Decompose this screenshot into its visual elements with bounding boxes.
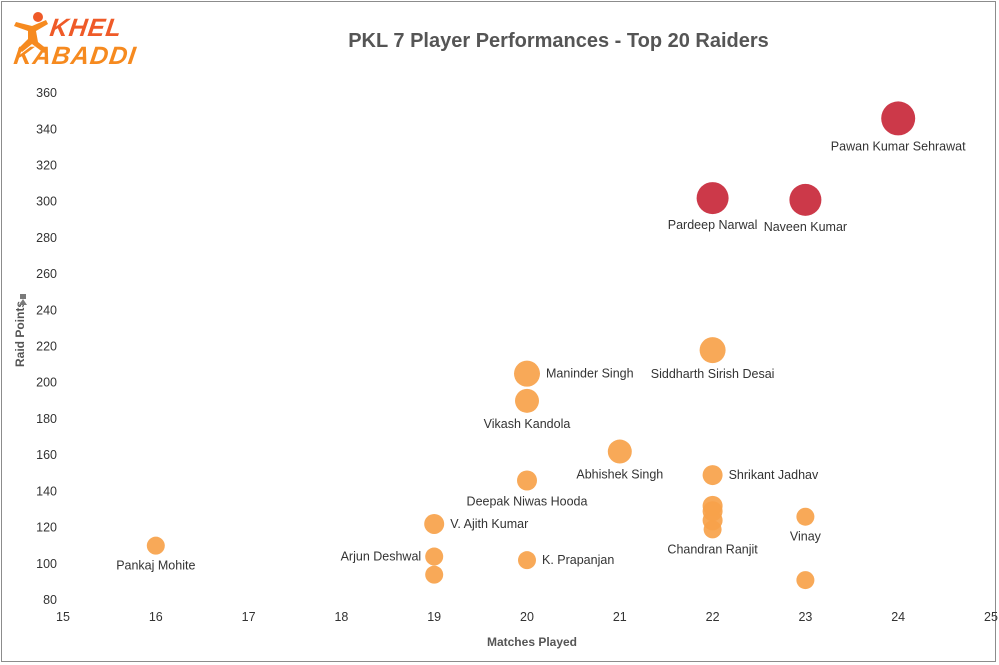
y-tick-label: 360: [36, 86, 57, 100]
kabaddi-player-icon: [14, 12, 48, 53]
data-point[interactable]: [881, 101, 916, 136]
data-point[interactable]: [518, 551, 536, 570]
y-tick-label: 260: [36, 267, 57, 281]
data-label: Siddharth Sirish Desai: [651, 367, 775, 381]
data-label: Arjun Deshwal: [341, 550, 422, 564]
data-point[interactable]: [607, 439, 632, 464]
data-label: Pardeep Narwal: [668, 218, 758, 232]
x-tick-label: 23: [798, 610, 812, 624]
data-points: [146, 101, 916, 590]
data-point[interactable]: [796, 571, 815, 590]
y-tick-label: 180: [36, 412, 57, 426]
x-tick-label: 17: [242, 610, 256, 624]
data-label: Maninder Singh: [546, 367, 634, 381]
x-tick-label: 22: [706, 610, 720, 624]
y-tick-label: 280: [36, 231, 57, 245]
y-tick-label: 200: [36, 376, 57, 390]
x-tick-label: 16: [149, 610, 163, 624]
y-tick-label: 240: [36, 303, 57, 317]
x-tick-label: 20: [520, 610, 534, 624]
y-tick-label: 120: [36, 521, 57, 535]
x-tick-label: 19: [427, 610, 441, 624]
data-point[interactable]: [515, 388, 539, 413]
data-point[interactable]: [789, 183, 822, 216]
data-label: Naveen Kumar: [764, 220, 847, 234]
x-axis-ticks: 15 16 17 18 19 20 21 22 23 24 25: [56, 610, 998, 624]
x-tick-label: 25: [984, 610, 998, 624]
data-point[interactable]: [424, 513, 445, 534]
data-label: Deepak Niwas Hooda: [467, 495, 588, 509]
y-axis-ticks: 80 100 120 140 160 180 200 220 240 260 280 300 320 34…: [36, 86, 57, 607]
data-point[interactable]: [702, 465, 723, 486]
y-tick-label: 320: [36, 158, 57, 172]
data-label: Shrikant Jadhav: [729, 468, 819, 482]
y-tick-label: 300: [36, 195, 57, 209]
data-label: K. Prapanjan: [542, 553, 614, 567]
data-labels: Pawan Kumar Sehrawat Pardeep Narwal Naveen…: [116, 139, 966, 572]
y-tick-label: 220: [36, 340, 57, 354]
y-tick-label: 140: [36, 484, 57, 498]
x-axis-title: Matches Played: [487, 635, 577, 649]
data-point[interactable]: [699, 337, 726, 364]
data-label: Pankaj Mohite: [116, 559, 195, 573]
x-tick-label: 24: [891, 610, 905, 624]
data-point[interactable]: [514, 360, 540, 387]
chart-title: PKL 7 Player Performances - Top 20 Raide…: [348, 30, 769, 52]
data-label: Vikash Kandola: [484, 417, 571, 431]
data-point[interactable]: [696, 182, 729, 215]
x-tick-label: 15: [56, 610, 70, 624]
khel-kabaddi-logo: KHEL KABADDI: [12, 6, 138, 78]
data-label: Vinay: [790, 530, 822, 544]
x-tick-label: 18: [334, 610, 348, 624]
data-point[interactable]: [796, 507, 815, 526]
data-label: Pawan Kumar Sehrawat: [831, 139, 966, 153]
data-point[interactable]: [425, 547, 444, 566]
data-label: V. Ajith Kumar: [450, 517, 528, 531]
y-tick-label: 160: [36, 448, 57, 462]
data-label: Chandran Ranjit: [667, 542, 758, 556]
y-axis-title: Raid Points: [13, 301, 27, 367]
data-label: Abhishek Singh: [576, 468, 663, 482]
data-point[interactable]: [517, 470, 537, 491]
sort-icon[interactable]: [19, 294, 27, 305]
data-point[interactable]: [146, 536, 165, 555]
data-point[interactable]: [425, 565, 444, 584]
data-point[interactable]: [702, 510, 723, 531]
y-tick-label: 340: [36, 122, 57, 136]
x-tick-label: 21: [613, 610, 627, 624]
y-tick-label: 80: [43, 593, 57, 607]
y-tick-label: 100: [36, 557, 57, 571]
